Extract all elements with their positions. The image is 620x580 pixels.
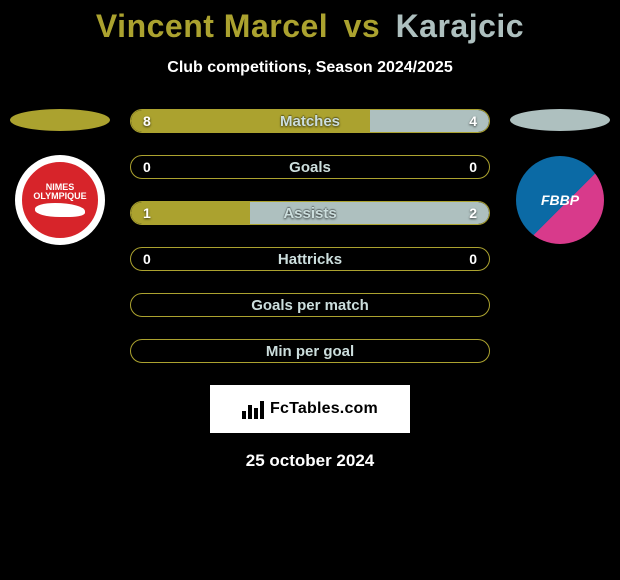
stats-section: NIMES OLYMPIQUE 84Matches 00Goals 12Assist…: [0, 109, 620, 363]
chart-icon: [242, 399, 264, 419]
vs-text: vs: [344, 8, 381, 44]
stat-row: 12Assists: [130, 201, 490, 225]
stat-row: 84Matches: [130, 109, 490, 133]
stat-label: Goals per match: [131, 294, 489, 316]
branding-text: FcTables.com: [270, 400, 378, 418]
fbbp-text: FBBP: [541, 192, 579, 208]
date-text: 25 october 2024: [0, 451, 620, 471]
stat-label: Goals: [131, 156, 489, 178]
stat-row: 00Goals: [130, 155, 490, 179]
right-player-ellipse: [510, 109, 610, 131]
left-player-ellipse: [10, 109, 110, 131]
branding-strip: FcTables.com: [210, 385, 410, 433]
stat-label: Matches: [131, 110, 489, 132]
stat-label: Min per goal: [131, 340, 489, 362]
page-title: Vincent Marcel vs Karajcic: [0, 8, 620, 45]
stat-label: Hattricks: [131, 248, 489, 270]
right-club-badge: FBBP: [515, 155, 605, 245]
player2-name: Karajcic: [396, 8, 525, 44]
left-club-badge: NIMES OLYMPIQUE: [15, 155, 105, 245]
stat-row: 00Hattricks: [130, 247, 490, 271]
subtitle: Club competitions, Season 2024/2025: [0, 59, 620, 77]
stat-row: Min per goal: [130, 339, 490, 363]
comparison-card: Vincent Marcel vs Karajcic Club competit…: [0, 0, 620, 471]
stat-label: Assists: [131, 202, 489, 224]
stat-bars: 84Matches 00Goals 12Assists 00Hattricks Goal…: [130, 109, 490, 363]
nimes-text-bottom: OLYMPIQUE: [33, 192, 86, 201]
player1-name: Vincent Marcel: [96, 8, 328, 44]
crocodile-icon: [35, 203, 85, 217]
stat-row: Goals per match: [130, 293, 490, 317]
right-club-block: FBBP: [510, 109, 610, 245]
fbbp-badge-icon: FBBP: [516, 156, 604, 244]
left-club-block: NIMES OLYMPIQUE: [10, 109, 110, 245]
nimes-badge-icon: NIMES OLYMPIQUE: [19, 159, 101, 241]
